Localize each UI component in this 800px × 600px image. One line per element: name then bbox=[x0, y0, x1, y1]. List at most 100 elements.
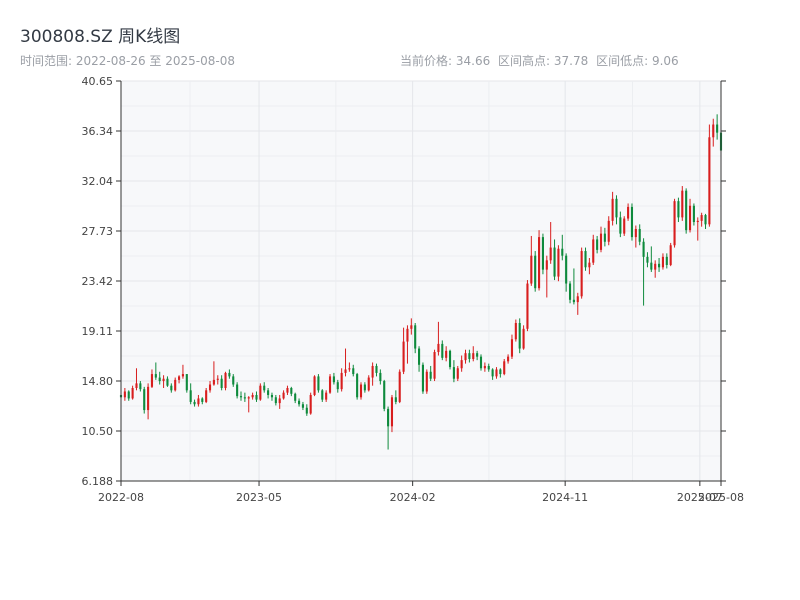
candle bbox=[514, 319, 517, 342]
candles bbox=[119, 114, 723, 450]
candle-body bbox=[387, 408, 390, 427]
candle-body bbox=[642, 241, 645, 257]
candle-body bbox=[716, 124, 719, 133]
candle bbox=[538, 230, 541, 291]
candle-body bbox=[212, 379, 215, 385]
y-tick-label: 27.73 bbox=[82, 225, 114, 238]
candle-body bbox=[394, 397, 397, 402]
candle-body bbox=[437, 343, 440, 353]
x-tick-label: 2024-02 bbox=[390, 491, 436, 504]
candle bbox=[139, 381, 142, 392]
candle bbox=[178, 375, 181, 384]
current-price-label: 当前价格: 34.66 bbox=[400, 54, 491, 68]
candle bbox=[174, 377, 177, 392]
candle-body bbox=[514, 323, 517, 340]
candle bbox=[518, 318, 521, 354]
candle-body bbox=[456, 368, 459, 379]
y-tick-label: 32.04 bbox=[82, 175, 114, 188]
candle-body bbox=[363, 384, 366, 391]
candle-body bbox=[700, 215, 703, 221]
candle bbox=[685, 188, 688, 234]
candle bbox=[344, 348, 347, 377]
candle bbox=[216, 375, 219, 385]
candle bbox=[716, 114, 719, 140]
candle bbox=[147, 383, 150, 420]
candle bbox=[561, 234, 564, 261]
candle-body bbox=[522, 328, 525, 349]
candle bbox=[162, 375, 165, 389]
candle-body bbox=[332, 376, 335, 383]
candle bbox=[263, 382, 266, 393]
candle bbox=[607, 216, 610, 246]
candle bbox=[661, 253, 664, 270]
candle-body bbox=[193, 401, 196, 405]
candle-body bbox=[669, 245, 672, 265]
candle bbox=[390, 394, 394, 433]
candle bbox=[460, 355, 463, 372]
candle-body bbox=[665, 256, 668, 265]
candle bbox=[158, 371, 161, 385]
date-range-label: 时间范围: 2022-08-26 至 2025-08-08 bbox=[20, 54, 235, 68]
candle-body bbox=[561, 248, 564, 256]
candle-body bbox=[623, 218, 626, 234]
candle-body bbox=[483, 365, 486, 369]
chart-title: 300808.SZ 周K线图 bbox=[20, 27, 181, 47]
candle-body bbox=[588, 262, 591, 268]
candle-body bbox=[383, 381, 386, 409]
candle bbox=[700, 212, 703, 227]
candle bbox=[499, 368, 502, 378]
candle bbox=[522, 325, 525, 350]
candle-body bbox=[321, 390, 324, 400]
candle bbox=[367, 375, 370, 392]
candle bbox=[305, 404, 308, 416]
candle bbox=[437, 321, 440, 356]
candle bbox=[383, 379, 386, 412]
candle-body bbox=[685, 190, 688, 231]
candle-body bbox=[348, 368, 351, 370]
candle-body bbox=[638, 228, 641, 242]
range-high-label: 区间高点: 37.78 bbox=[498, 54, 589, 68]
candle-body bbox=[201, 398, 204, 402]
candle-body bbox=[580, 251, 583, 297]
candle-body bbox=[375, 365, 378, 373]
candle-body bbox=[340, 372, 343, 390]
candle-body bbox=[147, 386, 150, 411]
candle-body bbox=[464, 353, 467, 361]
candle bbox=[348, 362, 351, 372]
candle bbox=[259, 383, 262, 401]
candle bbox=[394, 390, 397, 405]
candle bbox=[356, 372, 359, 400]
candle bbox=[692, 203, 695, 226]
candle bbox=[576, 292, 579, 315]
candle-body bbox=[150, 374, 154, 387]
candle bbox=[127, 390, 130, 401]
candle bbox=[487, 363, 490, 372]
candle bbox=[131, 385, 134, 400]
candle-body bbox=[367, 377, 370, 391]
candle bbox=[135, 368, 138, 391]
candle bbox=[708, 124, 711, 227]
candle bbox=[340, 368, 343, 392]
candle bbox=[332, 372, 335, 385]
candle bbox=[363, 382, 366, 393]
candle bbox=[274, 394, 277, 406]
candle bbox=[387, 406, 390, 450]
candle-body bbox=[681, 190, 684, 218]
candle bbox=[452, 360, 455, 383]
candle-body bbox=[189, 390, 192, 402]
candle-body bbox=[410, 325, 413, 329]
candle-body bbox=[170, 385, 173, 391]
candle-body bbox=[278, 398, 281, 404]
candle-body bbox=[267, 390, 270, 395]
candle bbox=[371, 362, 374, 386]
candle bbox=[205, 388, 208, 404]
candle-body bbox=[603, 233, 606, 242]
candle bbox=[580, 247, 583, 299]
candle-body bbox=[143, 389, 146, 411]
candle bbox=[650, 246, 653, 272]
candle-body bbox=[359, 384, 363, 398]
candle bbox=[545, 255, 548, 298]
candle bbox=[251, 392, 254, 400]
candle bbox=[220, 375, 223, 391]
